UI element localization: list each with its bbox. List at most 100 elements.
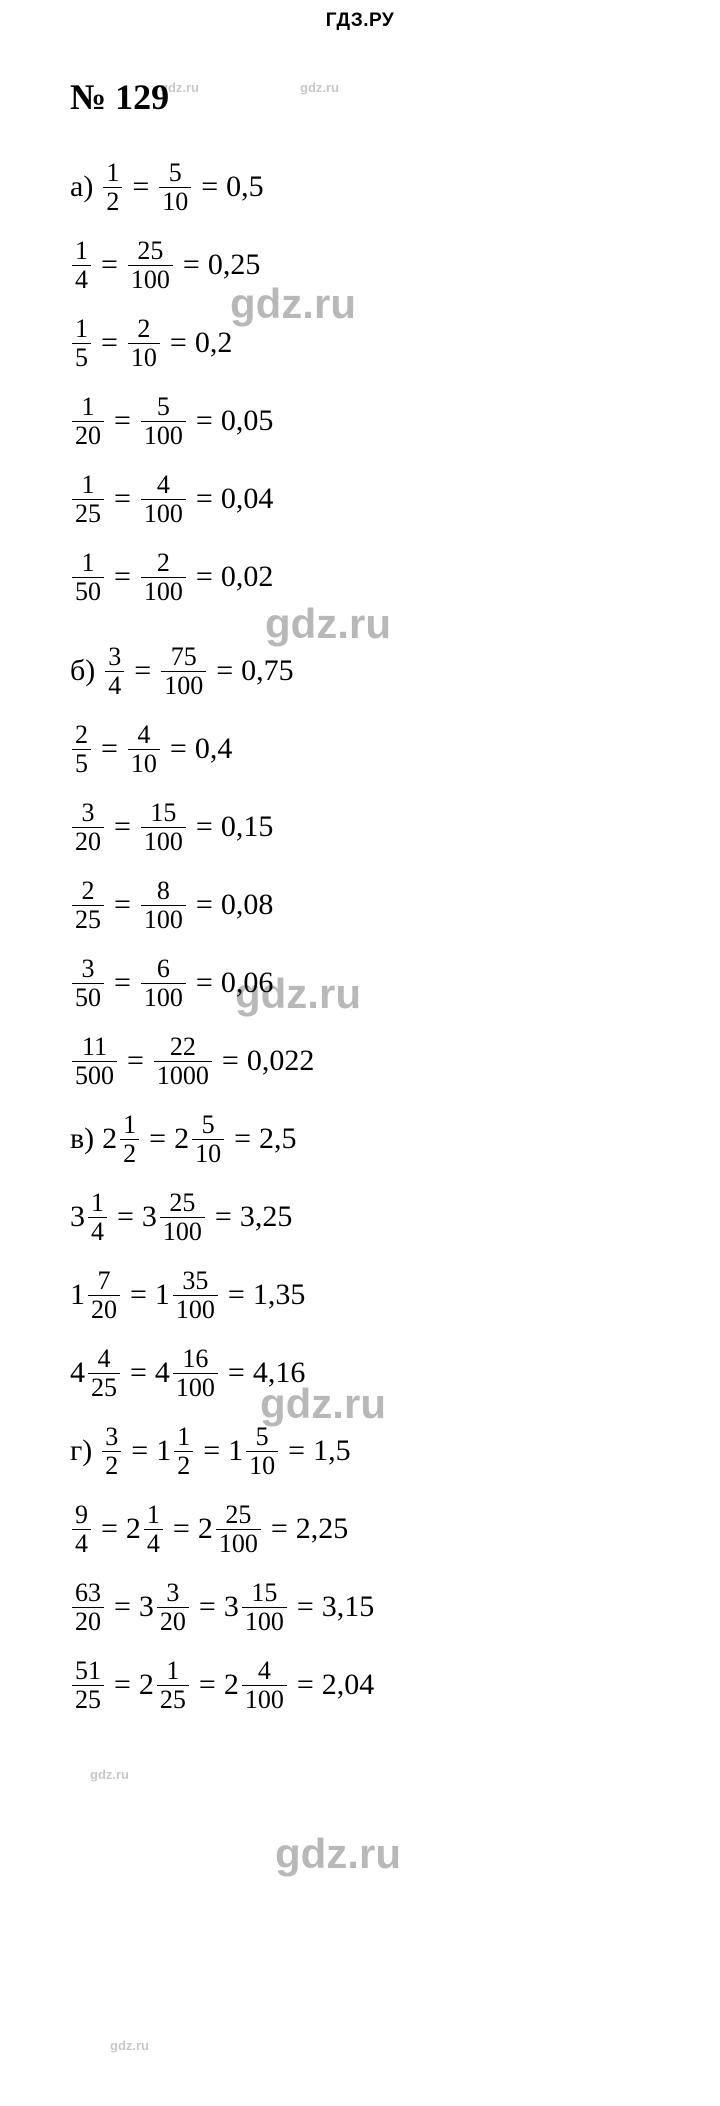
fraction: 320	[157, 1579, 189, 1635]
fraction-numerator: 2	[72, 721, 91, 748]
fraction: 125	[157, 1657, 189, 1713]
mixed-number: 2510	[174, 1111, 226, 1167]
fraction: 125	[72, 471, 104, 527]
fraction-numerator: 1	[79, 549, 98, 576]
equation-row: 94=214=225100=2,25	[70, 1490, 720, 1568]
mixed-whole: 4	[155, 1358, 170, 1388]
equals-sign: =	[132, 172, 149, 202]
fraction: 14	[144, 1501, 163, 1557]
fraction-numerator: 1	[88, 1189, 107, 1216]
fraction: 75100	[161, 643, 206, 699]
equals-sign: =	[114, 968, 131, 998]
fraction-denominator: 2	[174, 1451, 193, 1479]
equals-sign: =	[127, 1046, 144, 1076]
mixed-whole: 1	[70, 1280, 85, 1310]
decimal-value: 0,05	[221, 406, 274, 436]
mixed-number: 214	[126, 1501, 165, 1557]
fraction-numerator: 5	[199, 1111, 218, 1138]
fraction: 8100	[141, 877, 186, 933]
mixed-whole: 2	[174, 1124, 189, 1154]
fraction-numerator: 1	[72, 237, 91, 264]
equals-sign: =	[131, 1436, 148, 1466]
mixed-number: 2 25100	[198, 1501, 263, 1557]
fraction-denominator: 20	[72, 421, 104, 449]
fraction-numerator: 2	[79, 877, 98, 904]
mixed-number: 212	[102, 1111, 141, 1167]
fraction-denominator: 100	[216, 1529, 261, 1557]
fraction-denominator: 10	[159, 187, 191, 215]
fraction-denominator: 20	[72, 827, 104, 855]
equation-row: 4425=416100=4,16	[70, 1334, 720, 1412]
fraction: 350	[72, 955, 104, 1011]
fraction-denominator: 100	[141, 421, 186, 449]
equation-row: 350=6100=0,06	[70, 944, 720, 1022]
fraction-denominator: 25	[157, 1685, 189, 1713]
fraction: 94	[72, 1501, 91, 1557]
equals-sign: =	[215, 1202, 232, 1232]
fraction-denominator: 100	[141, 577, 186, 605]
fraction: 11500	[72, 1033, 117, 1089]
equation-row: 225=8100=0,08	[70, 866, 720, 944]
decimal-value: 3,15	[322, 1592, 375, 1622]
fraction-numerator: 75	[168, 643, 200, 670]
fraction: 510	[246, 1423, 278, 1479]
decimal-value: 0,06	[221, 968, 274, 998]
fraction-numerator: 1	[79, 471, 98, 498]
fraction-numerator: 4	[154, 471, 173, 498]
fraction-numerator: 1	[72, 315, 91, 342]
fraction-denominator: 100	[173, 1295, 218, 1323]
fraction-numerator: 16	[179, 1345, 211, 1372]
mixed-whole: 2	[102, 1124, 117, 1154]
equals-sign: =	[196, 812, 213, 842]
equation-row: 150=2100=0,02	[70, 538, 720, 616]
mixed-whole: 2	[224, 1670, 239, 1700]
fraction-numerator: 15	[147, 799, 179, 826]
fraction: 225	[72, 877, 104, 933]
fraction: 720	[88, 1267, 120, 1323]
fraction-denominator: 25	[72, 1685, 104, 1713]
fraction: 425	[88, 1345, 120, 1401]
fraction-denominator: 25	[72, 499, 104, 527]
fraction-denominator: 50	[72, 983, 104, 1011]
mixed-number: 3320	[139, 1579, 191, 1635]
equals-sign: =	[117, 1202, 134, 1232]
fraction-numerator: 4	[95, 1345, 114, 1372]
decimal-value: 2,5	[259, 1124, 297, 1154]
fraction-denominator: 5	[72, 343, 91, 371]
fraction: 2100	[141, 549, 186, 605]
fraction: 12	[174, 1423, 193, 1479]
watermark-text: gdz.ru	[90, 1767, 129, 1782]
fraction-numerator: 7	[95, 1267, 114, 1294]
fraction-denominator: 100	[128, 265, 173, 293]
decimal-value: 3,25	[240, 1202, 293, 1232]
equals-sign: =	[271, 1514, 288, 1544]
fraction: 5100	[141, 393, 186, 449]
mixed-whole: 3	[224, 1592, 239, 1622]
fraction: 4100	[141, 471, 186, 527]
equals-sign: =	[170, 734, 187, 764]
equation-row: 1720=135100=1,35	[70, 1256, 720, 1334]
decimal-value: 0,022	[247, 1046, 315, 1076]
equals-sign: =	[297, 1592, 314, 1622]
fraction: 5125	[72, 1657, 104, 1713]
mixed-whole: 1	[156, 1436, 171, 1466]
fraction-denominator: 20	[157, 1607, 189, 1635]
equals-sign: =	[170, 328, 187, 358]
decimal-value: 0,75	[241, 656, 294, 686]
fraction: 6320	[72, 1579, 104, 1635]
fraction-numerator: 2	[134, 315, 153, 342]
equals-sign: =	[201, 172, 218, 202]
fraction: 15100	[242, 1579, 287, 1635]
equals-sign: =	[130, 1358, 147, 1388]
equals-sign: =	[196, 562, 213, 592]
equals-sign: =	[173, 1514, 190, 1544]
fraction-numerator: 6	[154, 955, 173, 982]
fraction: 25	[72, 721, 91, 777]
equation-row: 14=25100=0,25	[70, 226, 720, 304]
fraction: 410	[128, 721, 160, 777]
decimal-value: 0,15	[221, 812, 274, 842]
fraction-denominator: 10	[128, 749, 160, 777]
mixed-number: 315100	[224, 1579, 289, 1635]
mixed-whole: 2	[198, 1514, 213, 1544]
fraction-numerator: 25	[222, 1501, 254, 1528]
